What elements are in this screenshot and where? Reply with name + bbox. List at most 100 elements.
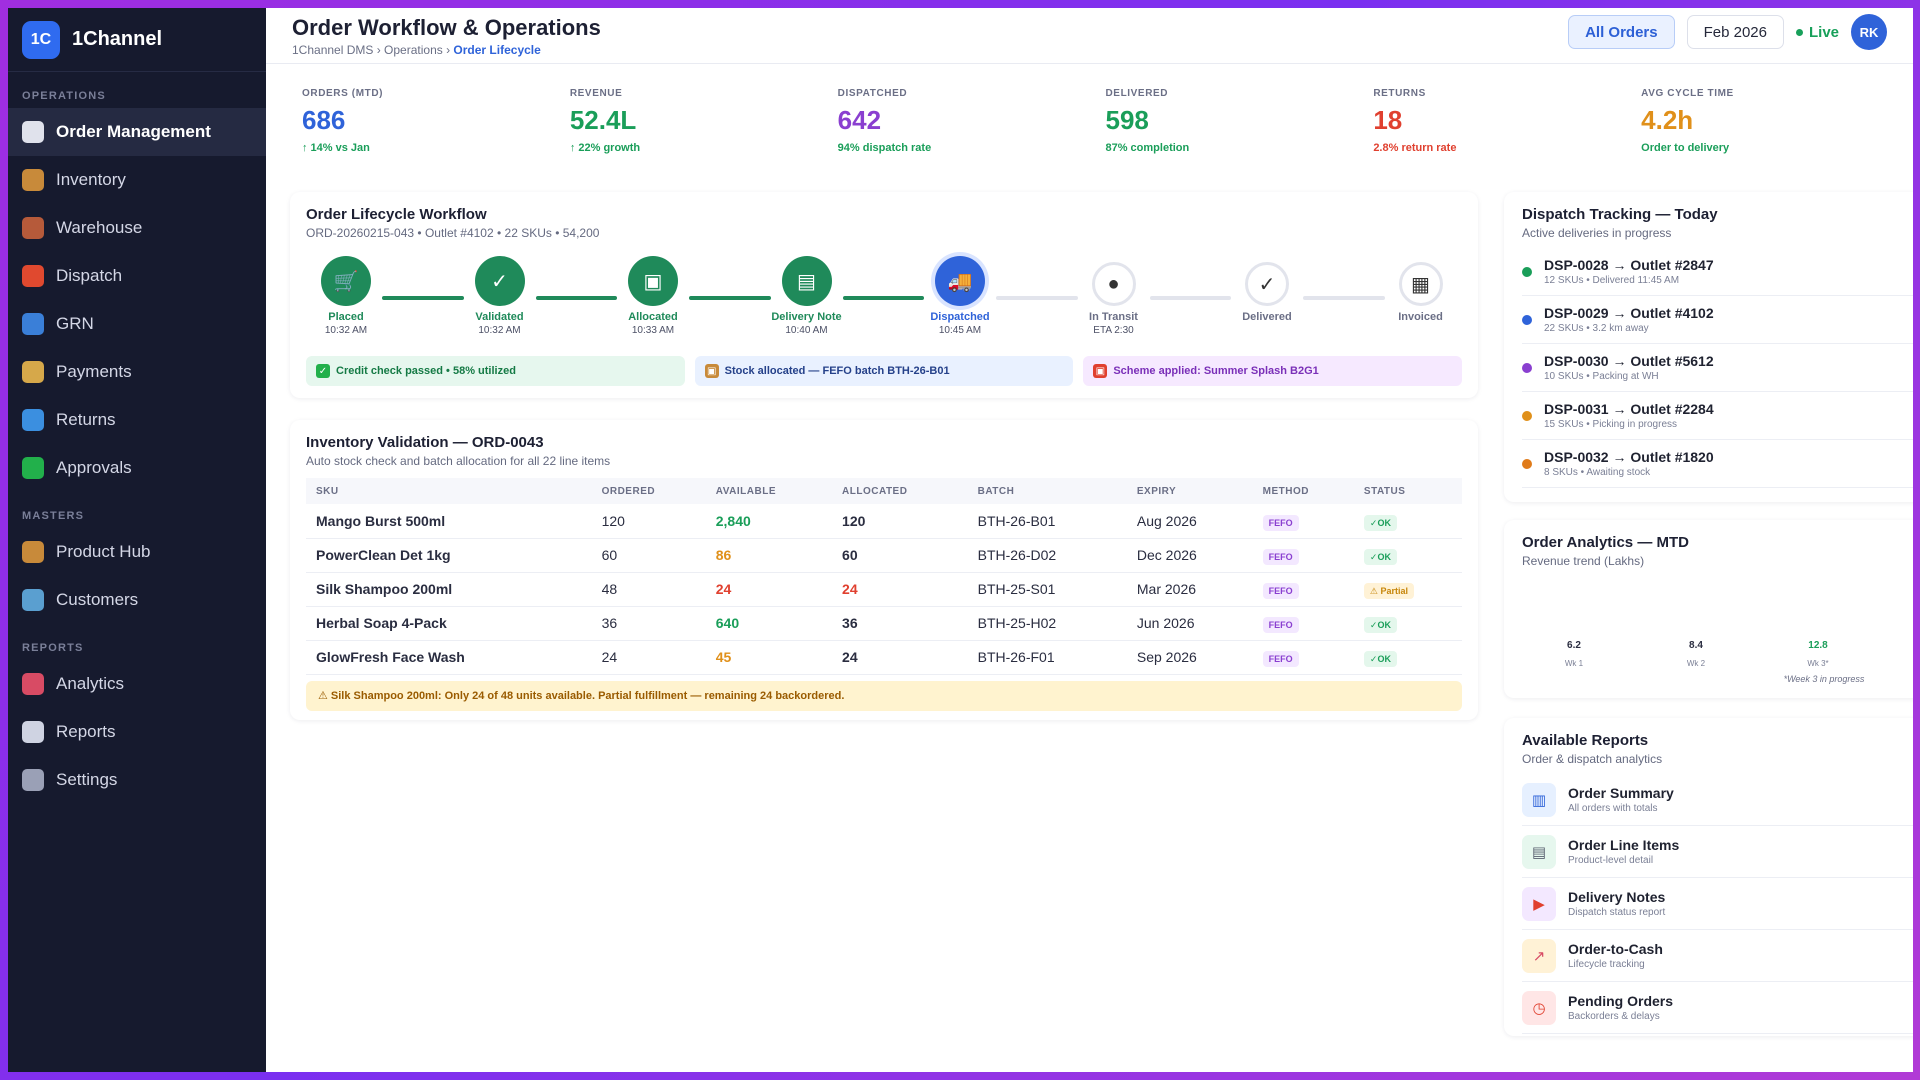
expiry-cell: Dec 2026 xyxy=(1126,538,1253,573)
sidebar-item-warehouse[interactable]: Warehouse xyxy=(8,204,266,252)
truck-icon: ▶ xyxy=(1522,886,1556,921)
workflow-step-delivery-note[interactable]: ▤ Delivery Note 10:40 AM xyxy=(752,256,862,336)
allocated-cell: 24 xyxy=(832,640,968,675)
sidebar-item-payments[interactable]: Payments xyxy=(8,348,266,396)
document-icon xyxy=(22,721,44,743)
column-header-allocated[interactable]: ALLOCATED xyxy=(832,478,968,504)
status-cell: ✓OK xyxy=(1353,538,1462,573)
breadcrumb-root[interactable]: 1Channel DMS xyxy=(292,42,374,57)
workflow-step-dispatched[interactable]: 🚚 Dispatched 10:45 AM xyxy=(905,256,1015,336)
check-icon xyxy=(22,457,44,479)
user-avatar[interactable]: RK xyxy=(1851,14,1887,50)
workflow-step-delivered[interactable]: ✓ Delivered xyxy=(1212,256,1322,325)
sidebar-item-label: GRN xyxy=(56,314,94,333)
column-header-sku[interactable]: SKU xyxy=(306,478,592,504)
method-badge: FEFO xyxy=(1262,651,1299,667)
sidebar-item-grn[interactable]: GRN xyxy=(8,300,266,348)
table-row[interactable]: PowerClean Det 1kg 60 86 60 BTH-26-D02 Dec 20… xyxy=(306,538,1462,573)
revenue-trend-chart: 6.2 Wk 1 8.4 Wk 2 12.8 Wk 3* xyxy=(1504,640,1913,680)
status-cell: ✓OK xyxy=(1353,640,1462,675)
workflow-step-in-transit[interactable]: ● In Transit ETA 2:30 xyxy=(1059,256,1169,336)
status-dot-icon xyxy=(1522,266,1532,277)
brand[interactable]: 1C 1Channel xyxy=(8,8,266,72)
step-time: 10:33 AM xyxy=(631,325,675,336)
table-row[interactable]: GlowFresh Face Wash 24 45 24 BTH-26-F01 Sep 2… xyxy=(306,640,1462,675)
check-icon: ✓ xyxy=(1245,262,1289,306)
table-header-row: SKU ORDERED AVAILABLE ALLOCATED BATCH EXPIRY M… xyxy=(306,478,1462,504)
kpi-trend: ↑ 14% vs Jan xyxy=(302,142,370,154)
kpi-value: 18 xyxy=(1373,105,1403,135)
workflow-step-validated[interactable]: ✓ Validated 10:32 AM xyxy=(445,256,555,336)
column-header-method[interactable]: METHOD xyxy=(1252,478,1354,504)
status-pill-3: ▣ Scheme applied: Summer Splash B2G1 xyxy=(1083,356,1463,386)
analytics-subtitle: Revenue trend (Lakhs) xyxy=(1522,554,1645,568)
table-row[interactable]: Silk Shampoo 200ml 48 24 24 BTH-25-S01 Mar 20… xyxy=(306,572,1462,607)
report-item-order-line-items[interactable]: ▤ Order Line Items Product-level detail xyxy=(1522,826,1913,878)
sidebar-item-dispatch[interactable]: Dispatch xyxy=(8,252,266,300)
sku-cell: GlowFresh Face Wash xyxy=(306,640,592,675)
dispatch-id: DSP-0030 → Outlet #5612 xyxy=(1544,353,1714,369)
dispatch-tracking-card: Dispatch Tracking — Today Active deliver… xyxy=(1504,192,1913,502)
chart-category-label: Wk 2 xyxy=(1686,659,1706,668)
kpi-card-revenue: REVENUE 52.4L ↑ 22% growth xyxy=(559,74,816,174)
workflow-connector xyxy=(382,296,464,300)
ordered-cell: 36 xyxy=(591,606,706,641)
kpi-card-avg-cycle-time: AVG CYCLE TIME 4.2h Order to delivery xyxy=(1631,74,1887,174)
dispatch-item[interactable]: DSP-0029 → Outlet #4102 22 SKUs • 3.2 km … xyxy=(1522,296,1913,344)
sidebar-item-analytics[interactable]: Analytics xyxy=(8,660,266,708)
column-header-ordered[interactable]: ORDERED xyxy=(591,478,706,504)
dispatch-item[interactable]: DSP-0032 → Outlet #1820 8 SKUs • Awaiting… xyxy=(1522,440,1913,488)
table-row[interactable]: Mango Burst 500ml 120 2,840 120 BTH-26-B01 Au… xyxy=(306,504,1462,539)
sidebar-item-product-hub[interactable]: Product Hub xyxy=(8,528,266,576)
sidebar-item-settings[interactable]: Settings xyxy=(8,756,266,804)
column-header-available[interactable]: AVAILABLE xyxy=(705,478,833,504)
live-label: Live xyxy=(1808,23,1839,41)
sidebar-item-returns[interactable]: Returns xyxy=(8,396,266,444)
order-analytics-card: Order Analytics — MTD Revenue trend (Lak… xyxy=(1504,520,1913,698)
report-title: Order Summary xyxy=(1568,785,1674,801)
period-selector[interactable]: Feb 2026 xyxy=(1686,15,1784,49)
sidebar-item-approvals[interactable]: Approvals xyxy=(8,444,266,492)
all-orders-button[interactable]: All Orders xyxy=(1568,15,1675,49)
sidebar-item-label: Product Hub xyxy=(56,542,151,561)
workflow-step-allocated[interactable]: ▣ Allocated 10:33 AM xyxy=(598,256,708,336)
step-time: ETA 2:30 xyxy=(1093,325,1134,336)
column-header-batch[interactable]: BATCH xyxy=(967,478,1127,504)
available-cell: 2,840 xyxy=(705,504,833,539)
chart-bar-label-3: 12.8 Wk 3* xyxy=(1788,640,1848,668)
report-title: Order Line Items xyxy=(1568,837,1680,853)
dispatch-title: Dispatch Tracking — Today xyxy=(1522,206,1718,223)
report-item-order-to-cash[interactable]: ↗ Order-to-Cash Lifecycle tracking xyxy=(1522,930,1913,982)
breadcrumb-separator: › xyxy=(373,42,385,57)
clipboard-icon: ▤ xyxy=(1522,834,1556,869)
report-item-pending-orders[interactable]: ◷ Pending Orders Backorders & delays xyxy=(1522,982,1913,1034)
kpi-label: RETURNS xyxy=(1373,88,1426,99)
report-info: Delivery Notes Dispatch status report xyxy=(1568,889,1665,918)
breadcrumb-operations[interactable]: Operations xyxy=(384,42,443,57)
workflow-step-invoiced[interactable]: ▦ Invoiced xyxy=(1366,256,1476,325)
dispatch-item[interactable]: DSP-0030 → Outlet #5612 10 SKUs • Packing… xyxy=(1522,344,1913,392)
sidebar-item-customers[interactable]: Customers xyxy=(8,576,266,624)
report-detail: Lifecycle tracking xyxy=(1568,959,1645,970)
sidebar-item-order-management[interactable]: Order Management xyxy=(8,108,266,156)
column-header-expiry[interactable]: EXPIRY xyxy=(1126,478,1253,504)
breadcrumb-current: Order Lifecycle xyxy=(453,42,541,57)
report-item-delivery-notes[interactable]: ▶ Delivery Notes Dispatch status report xyxy=(1522,878,1913,930)
workflow-step-placed[interactable]: 🛒 Placed 10:32 AM xyxy=(291,256,401,336)
dispatch-item[interactable]: DSP-0031 → Outlet #2284 15 SKUs • Picking… xyxy=(1522,392,1913,440)
table-row[interactable]: Herbal Soap 4-Pack 36 640 36 BTH-25-H02 Jun 2… xyxy=(306,606,1462,641)
expiry-cell: Sep 2026 xyxy=(1126,640,1253,675)
column-header-status[interactable]: STATUS xyxy=(1353,478,1462,504)
status-pill-text: Stock allocated — FEFO batch BTH-26-B01 xyxy=(724,365,950,377)
app-name: 1Channel xyxy=(72,28,163,50)
kpi-row: ORDERS (MTD) 686 ↑ 14% vs Jan REVENUE 52.4L ↑… xyxy=(266,64,1913,174)
sidebar-item-inventory[interactable]: Inventory xyxy=(8,156,266,204)
step-label: Delivered xyxy=(1242,311,1292,323)
step-time: 10:45 AM xyxy=(938,325,982,336)
kpi-card-dispatched: DISPATCHED 642 94% dispatch rate xyxy=(827,74,1084,174)
reports-title: Available Reports xyxy=(1522,732,1649,749)
report-item-order-summary[interactable]: ▥ Order Summary All orders with totals xyxy=(1522,774,1913,826)
inventory-title: Inventory Validation — ORD-0043 xyxy=(306,434,544,451)
sidebar-item-reports[interactable]: Reports xyxy=(8,708,266,756)
dispatch-item[interactable]: DSP-0028 → Outlet #2847 12 SKUs • Deliver… xyxy=(1522,248,1913,296)
